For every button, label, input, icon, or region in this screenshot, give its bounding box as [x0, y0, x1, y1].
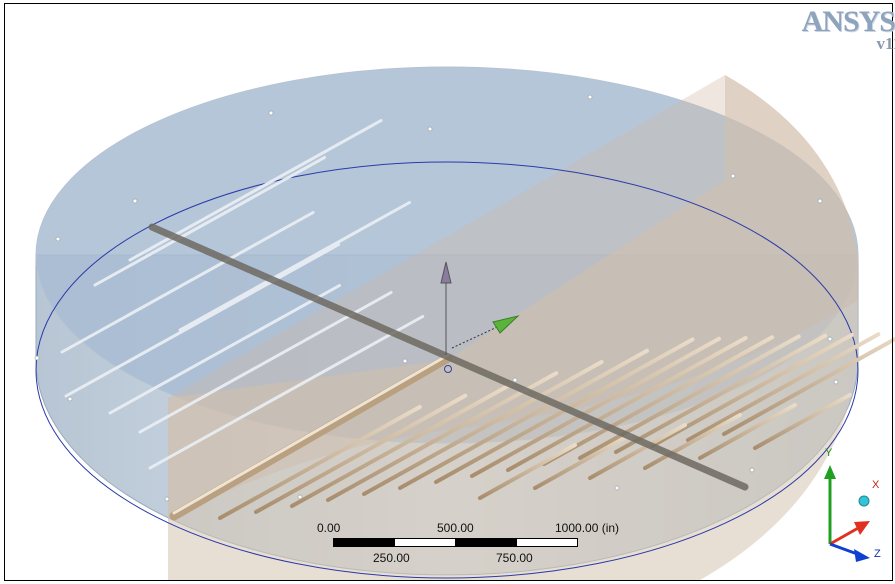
pipe-grey-3 [108, 284, 341, 415]
pipe-tan-8 [506, 336, 748, 472]
nozzle-dots [34, 94, 839, 502]
pipe-tan-short-2 [588, 423, 687, 480]
pipe-tan-short-1 [533, 433, 632, 490]
pipes-right-group [218, 332, 895, 520]
vertical-arrow-head [440, 261, 452, 284]
axis-label-z: Z [874, 548, 881, 560]
pipe-tan-3 [326, 371, 559, 502]
pipe-tan-14 [722, 336, 895, 436]
pipe-tan-12 [650, 333, 854, 448]
scale-label-250: 250.00 [373, 551, 410, 565]
pipe-tan-short-5 [753, 393, 852, 450]
pipe-tan-5 [398, 348, 650, 490]
pipe-tan-2 [290, 382, 513, 508]
pipe-tan-10 [578, 334, 801, 460]
scale-segment-3 [455, 538, 517, 547]
pipe-tan-11 [614, 333, 828, 454]
scale-segment-4 [516, 538, 578, 547]
pipe-tan-1 [254, 393, 468, 514]
axis-label-x: X [872, 479, 880, 491]
scale-label-1000: 1000.00 (in) [555, 521, 620, 535]
scale-label-500: 500.00 [437, 521, 474, 535]
pipe-tan-9 [542, 335, 775, 466]
pipe-grey-5 [148, 315, 425, 470]
pipe-tan-short-4 [698, 403, 797, 460]
cutaway-top-face [168, 75, 858, 520]
axis-label-y: Y [825, 447, 833, 459]
scale-segment-1 [333, 538, 395, 547]
main-header-pipe-cross [148, 223, 749, 491]
pipe-tan-short-0 [478, 443, 577, 500]
main-header-pipe-front [169, 353, 453, 521]
tank-floor-outline [35, 161, 859, 579]
scale-label-750: 750.00 [496, 551, 533, 565]
triad-graphic [824, 465, 870, 562]
pipe-grey-2 [64, 243, 341, 398]
pipe-tan-short-3 [643, 413, 742, 470]
main-header-pipe-front-highlight [172, 353, 450, 515]
horizontal-arrow-head [492, 315, 520, 334]
version-label: v11 [876, 34, 895, 53]
pipe-tan-0 [218, 405, 422, 520]
scale-segment-2 [394, 538, 456, 547]
ansys-logo: ANSYS v11 [801, 5, 895, 53]
cutaway-section [168, 75, 858, 580]
pipe-tan-7 [470, 336, 722, 478]
axis-triad[interactable]: Y X Z [818, 447, 888, 562]
pipe-grey-1 [60, 211, 315, 354]
logo-text: ANSYS [801, 5, 895, 38]
origin-marker [444, 365, 452, 373]
pipe-tan-13 [686, 332, 881, 442]
scale-label-0: 0.00 [317, 521, 341, 535]
pipe-grey-0 [93, 156, 326, 287]
pipe-tan-4 [362, 360, 604, 496]
pipe-grey-6 [178, 201, 411, 332]
